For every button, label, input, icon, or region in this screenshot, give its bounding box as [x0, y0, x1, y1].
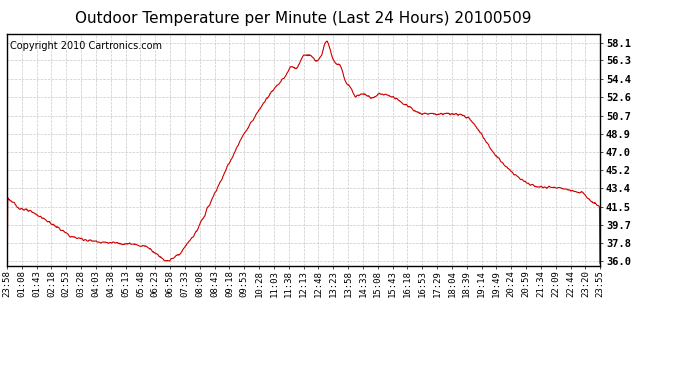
Text: Outdoor Temperature per Minute (Last 24 Hours) 20100509: Outdoor Temperature per Minute (Last 24 …: [75, 11, 532, 26]
Text: Copyright 2010 Cartronics.com: Copyright 2010 Cartronics.com: [10, 41, 162, 51]
